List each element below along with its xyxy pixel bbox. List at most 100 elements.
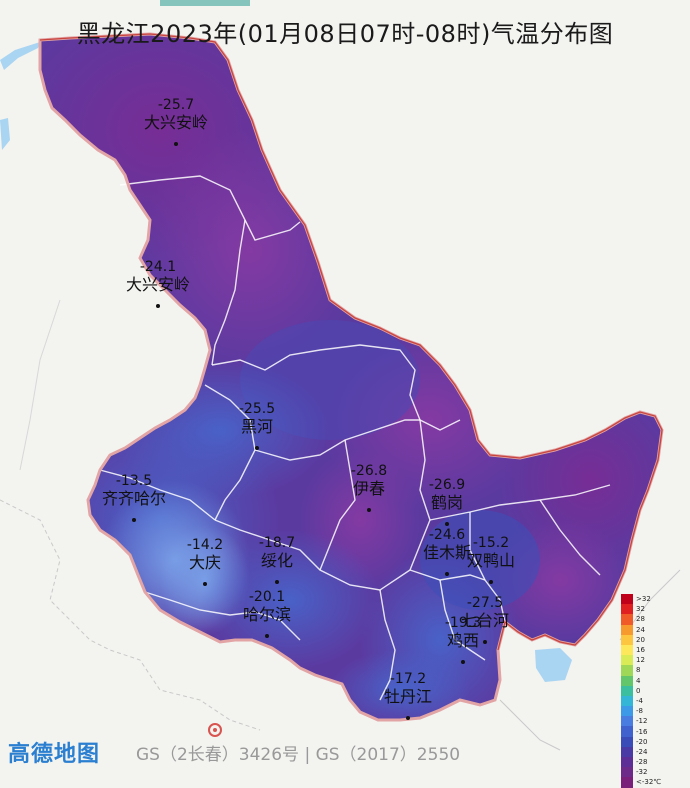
legend-label: -4 xyxy=(636,696,643,705)
changchun-marker xyxy=(208,723,222,737)
legend-item: -16 xyxy=(621,726,681,737)
legend-item: 28 xyxy=(621,614,681,625)
station-qiqihar[interactable]: -13.5 齐齐哈尔 xyxy=(84,472,184,526)
legend-swatch xyxy=(621,644,633,656)
legend-label: 32 xyxy=(636,605,645,614)
lake-khanka xyxy=(535,648,572,682)
legend-item: -20 xyxy=(621,736,681,747)
legend-item: >32 xyxy=(621,594,681,605)
station-harbin[interactable]: -20.1 哈尔滨 xyxy=(230,588,304,642)
station-value: -27.5 xyxy=(466,595,504,611)
station-name: 大庆 xyxy=(188,553,221,572)
legend-swatch xyxy=(621,624,633,635)
station-dot xyxy=(445,522,449,526)
station-name: 佳木斯 xyxy=(422,543,471,562)
station-name: 鹤岗 xyxy=(430,493,463,512)
legend-swatch xyxy=(621,594,633,605)
station-value: -17.2 xyxy=(389,671,427,687)
station-dot xyxy=(132,518,136,522)
legend-item: 0 xyxy=(621,685,681,696)
station-mudanjiang[interactable]: -17.2 牡丹江 xyxy=(370,670,446,724)
station-daqing[interactable]: -14.2 大庆 xyxy=(172,536,238,590)
station-dot xyxy=(461,660,465,664)
station-value: -13.5 xyxy=(115,473,153,489)
legend-swatch xyxy=(621,695,633,707)
station-heihe[interactable]: -25.5 黑河 xyxy=(222,400,292,454)
station-value: -15.2 xyxy=(472,535,510,551)
station-dot xyxy=(255,446,259,450)
legend-swatch xyxy=(621,685,633,696)
station-name: 鸡西 xyxy=(446,631,479,650)
legend-swatch xyxy=(621,706,633,717)
station-daxinganling-2[interactable]: -24.1 大兴安岭 xyxy=(110,258,206,312)
station-name: 绥化 xyxy=(260,551,293,570)
station-value: -18.7 xyxy=(258,535,296,551)
station-dot xyxy=(265,634,269,638)
legend-label: 0 xyxy=(636,686,641,695)
station-value: -24.6 xyxy=(428,527,466,543)
legend-swatch xyxy=(621,604,633,615)
legend-swatch xyxy=(621,736,633,747)
station-name: 哈尔滨 xyxy=(242,605,291,624)
legend-label: <-32℃ xyxy=(636,778,662,787)
station-value: -19.3 xyxy=(444,615,482,631)
station-name: 伊春 xyxy=(352,479,385,498)
station-shuangyashan[interactable]: -15.2 双鸭山 xyxy=(454,534,528,588)
station-name: 双鸭山 xyxy=(466,551,515,570)
station-dot xyxy=(275,580,279,584)
legend-label: 12 xyxy=(636,656,645,665)
legend-item: -12 xyxy=(621,716,681,727)
station-dot xyxy=(489,580,493,584)
station-suihua[interactable]: -18.7 绥化 xyxy=(244,534,310,588)
station-name: 黑河 xyxy=(240,417,273,436)
station-value: -26.8 xyxy=(350,463,388,479)
station-daxinganling-1[interactable]: -25.7 大兴安岭 xyxy=(128,96,224,150)
legend-item: -32 xyxy=(621,767,681,778)
station-name: 牡丹江 xyxy=(383,687,432,706)
station-jixi[interactable]: -19.3 鸡西 xyxy=(430,614,496,668)
legend-label: >32 xyxy=(636,595,651,604)
legend-label: -12 xyxy=(636,717,648,726)
station-name: 大兴安岭 xyxy=(125,275,190,294)
station-value: -14.2 xyxy=(186,537,224,553)
station-dot xyxy=(174,142,178,146)
map-footer: 高德地图 GS（2长春）3426号 | GS（2017）2550 xyxy=(0,734,690,767)
legend-label: 20 xyxy=(636,635,645,644)
legend-label: -8 xyxy=(636,707,643,716)
station-jiamusi[interactable]: -24.6 佳木斯 xyxy=(410,526,484,580)
legend-item: 16 xyxy=(621,644,681,656)
station-hegang[interactable]: -26.9 鹤岗 xyxy=(412,476,482,530)
station-yichun[interactable]: -26.8 伊春 xyxy=(334,462,404,516)
legend-item: <-32℃ xyxy=(621,777,681,788)
legend-label: 4 xyxy=(636,676,641,685)
river-left xyxy=(0,42,40,70)
legend-swatch xyxy=(621,614,633,625)
station-dot xyxy=(156,304,160,308)
station-dot xyxy=(483,640,487,644)
station-name: 大兴安岭 xyxy=(143,113,208,132)
legend-label: -32 xyxy=(636,768,648,777)
legend-item: 8 xyxy=(621,665,681,676)
station-value: -25.5 xyxy=(238,401,276,417)
station-value: -26.9 xyxy=(428,477,466,493)
legend-label: -24 xyxy=(636,747,648,756)
legend-label: 24 xyxy=(636,625,645,634)
legend-swatch xyxy=(621,655,633,666)
station-dot xyxy=(445,572,449,576)
legend-swatch xyxy=(621,777,633,788)
station-dot xyxy=(406,716,410,720)
station-value: -20.1 xyxy=(248,589,286,605)
legend-swatch xyxy=(621,726,633,737)
legend-swatch xyxy=(621,767,633,778)
station-name: 七台河 xyxy=(460,611,509,630)
legend-swatch xyxy=(621,716,633,727)
legend-swatch xyxy=(621,665,633,676)
station-qitaihe[interactable]: -27.5 七台河 xyxy=(448,594,522,648)
legend-item: 32 xyxy=(621,604,681,615)
temperature-map xyxy=(0,0,681,751)
legend-label: 28 xyxy=(636,615,645,624)
legend-label: -20 xyxy=(636,737,648,746)
amap-logo: 高德地图 xyxy=(8,742,101,767)
legend-item: -8 xyxy=(621,706,681,717)
station-value: -25.7 xyxy=(157,97,195,113)
